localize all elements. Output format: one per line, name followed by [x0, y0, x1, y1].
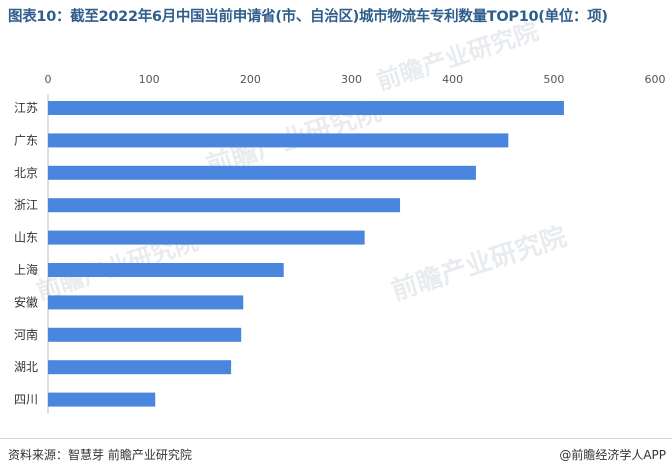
watermark-text: 前瞻产业研究院	[388, 221, 571, 307]
x-tick-label: 300	[341, 73, 362, 86]
category-label: 浙江	[14, 198, 38, 212]
bar-5	[48, 230, 365, 245]
category-label: 上海	[14, 262, 38, 277]
x-tick-label: 400	[442, 73, 463, 86]
bar-2	[48, 133, 509, 148]
category-label: 安徽	[14, 294, 38, 309]
x-axis: 0 100 200 300 400 500 600	[45, 73, 666, 86]
category-label: 山东	[14, 231, 38, 245]
footer: 资料来源：智慧芽 前瞻产业研究院 @前瞻经济学人APP	[0, 438, 672, 473]
bar-chart: 前瞻产业研究院 前瞻产业研究院 前瞻产业研究院 前瞻产业研究院 01002003…	[14, 17, 666, 414]
category-label: 北京	[14, 166, 38, 180]
bar-7	[48, 295, 244, 310]
x-tick-label: 100	[139, 73, 160, 86]
category-label: 广东	[14, 133, 38, 147]
bar-6	[48, 263, 284, 277]
bar-10	[48, 392, 156, 407]
brand-label: @前瞻经济学人APP	[559, 448, 666, 462]
source-note: 资料来源：智慧芽 前瞻产业研究院	[8, 448, 192, 462]
bar-series	[48, 101, 564, 407]
category-label: 四川	[14, 393, 38, 407]
chart-title: 图表10：截至2022年6月中国当前申请省(市、自治区)城市物流车专利数量TOP…	[8, 9, 608, 25]
bar-8	[48, 327, 242, 342]
bar-3	[48, 165, 476, 180]
bar-1	[48, 101, 564, 115]
bar-9	[48, 360, 232, 375]
bar-4	[48, 198, 401, 213]
category-label: 江苏	[14, 101, 38, 115]
category-label: 河南	[14, 327, 38, 342]
category-label: 湖北	[14, 359, 38, 374]
x-tick-label: 500	[543, 73, 564, 86]
x-tick-label: 200	[240, 73, 261, 86]
x-tick-label: 0	[45, 73, 52, 86]
x-tick-label: 600	[645, 73, 666, 86]
